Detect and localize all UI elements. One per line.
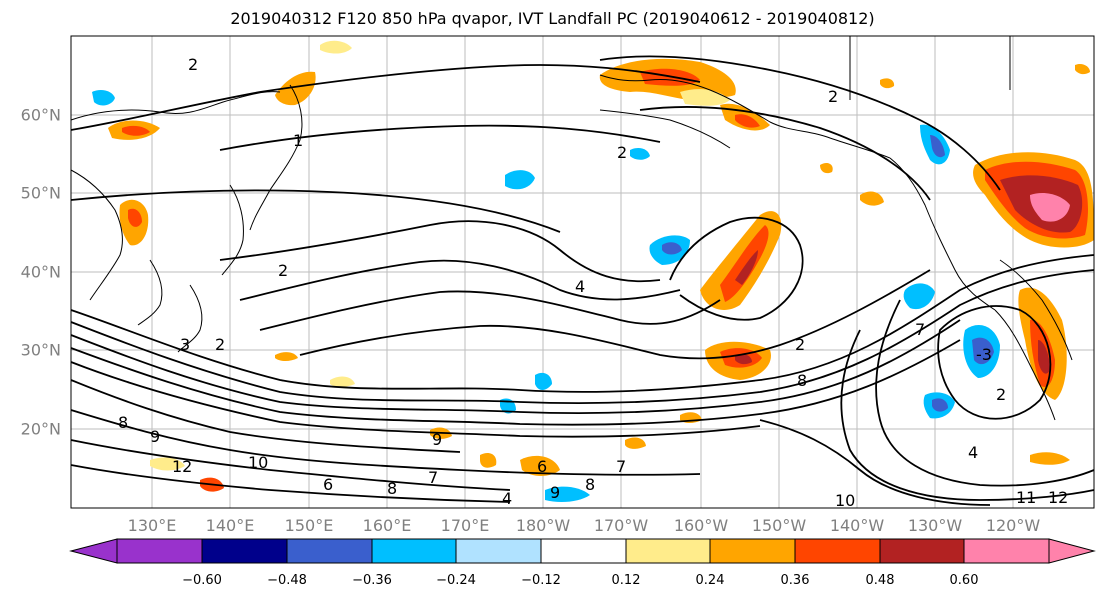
colorbar-swatch <box>794 538 881 564</box>
ivt-contour-lines <box>70 55 1095 506</box>
colorbar-swatch <box>201 538 288 564</box>
map-title: 2019040312 F120 850 hPa qvapor, IVT Land… <box>230 9 875 28</box>
colorbar-tick-label: −0.48 <box>267 573 307 588</box>
lat-tick-label: 20°N <box>20 419 61 439</box>
contour-label: 2 <box>795 335 805 354</box>
contour-labels: 2 1 2 2 2 4 2 2 3 7 8 9 10 12 9 6 8 7 6 … <box>118 55 1068 510</box>
colorbar-tick-label: −0.24 <box>436 573 476 588</box>
colorbar-tick-label: 0.60 <box>949 573 979 588</box>
contour-label: 8 <box>585 475 595 494</box>
colorbar-tick-label: 0.36 <box>780 573 810 588</box>
colorbar-tick-label: −0.60 <box>182 573 222 588</box>
contour-label: 12 <box>1048 488 1068 507</box>
contour-label: 7 <box>616 457 626 476</box>
contour-label: 9 <box>150 427 160 446</box>
colorbar-tick-label: 0.12 <box>611 573 641 588</box>
coastlines <box>70 36 1073 421</box>
contour-label: 7 <box>915 320 925 339</box>
lon-tick-label: 130°W <box>907 516 963 535</box>
lon-tick-label: 170°W <box>593 516 649 535</box>
contour-label: 2 <box>996 385 1006 404</box>
lon-tick-label: 130°E <box>127 516 177 535</box>
contour-label: 2 <box>188 55 198 74</box>
contour-label: 11 <box>1016 488 1036 507</box>
colorbar-swatch <box>709 538 796 564</box>
gridlines <box>71 36 1094 508</box>
contour-label: 2 <box>828 87 838 106</box>
colorbar-swatch <box>540 538 627 564</box>
lon-tick-label: 160°W <box>673 516 729 535</box>
lon-tick-label: 180°W <box>515 516 571 535</box>
colorbar-tick-label: −0.36 <box>352 573 392 588</box>
contour-label: 9 <box>432 430 442 449</box>
contour-label: 6 <box>323 475 333 494</box>
lat-tick-label: 40°N <box>20 262 61 282</box>
lat-tick-label: 60°N <box>20 105 61 125</box>
contour-label: 8 <box>797 371 807 390</box>
contour-label: 1 <box>293 131 303 150</box>
contour-label: 4 <box>968 443 978 462</box>
lon-tick-label: 150°W <box>751 516 807 535</box>
contour-label: 7 <box>428 468 438 487</box>
contour-label: 10 <box>248 453 268 472</box>
colorbar-tick-label: 0.48 <box>865 573 895 588</box>
colorbar-swatch <box>879 538 965 564</box>
contour-label: 4 <box>502 489 512 508</box>
contour-label: -3 <box>976 345 992 364</box>
lon-tick-label: 140°E <box>205 516 255 535</box>
colorbar-swatch <box>371 538 457 564</box>
lon-tick-label: 140°W <box>829 516 885 535</box>
colorbar-swatch <box>116 538 203 564</box>
lon-tick-label: 160°E <box>362 516 412 535</box>
contour-label: 8 <box>118 413 128 432</box>
lon-tick-label: 150°E <box>284 516 334 535</box>
contour-label: 12 <box>172 457 192 476</box>
contour-label: 8 <box>387 479 397 498</box>
contour-label: 4 <box>575 277 585 296</box>
map-frame <box>70 35 1095 509</box>
colorbar-tick-label: 0.24 <box>695 573 725 588</box>
lon-tick-label: 120°W <box>985 516 1041 535</box>
contour-label: 10 <box>835 491 855 510</box>
colorbar-tick-label: −0.12 <box>521 573 561 588</box>
colorbar-swatch <box>455 538 542 564</box>
lat-tick-label: 30°N <box>20 340 61 360</box>
contour-label: 2 <box>215 335 225 354</box>
contour-label: 3 <box>180 335 190 354</box>
lat-tick-label: 50°N <box>20 183 61 203</box>
contour-label: 6 <box>537 457 547 476</box>
contour-label: 2 <box>278 261 288 280</box>
colorbar-swatch <box>625 538 711 564</box>
colorbar-low-extend <box>69 538 118 564</box>
contour-label: 9 <box>550 483 560 502</box>
colorbar-swatch <box>963 538 1050 564</box>
lon-tick-label: 170°E <box>440 516 490 535</box>
colorbar <box>69 538 1096 564</box>
colorbar-high-extend <box>1048 538 1096 564</box>
contour-label: 2 <box>617 143 627 162</box>
colorbar-swatch <box>286 538 373 564</box>
